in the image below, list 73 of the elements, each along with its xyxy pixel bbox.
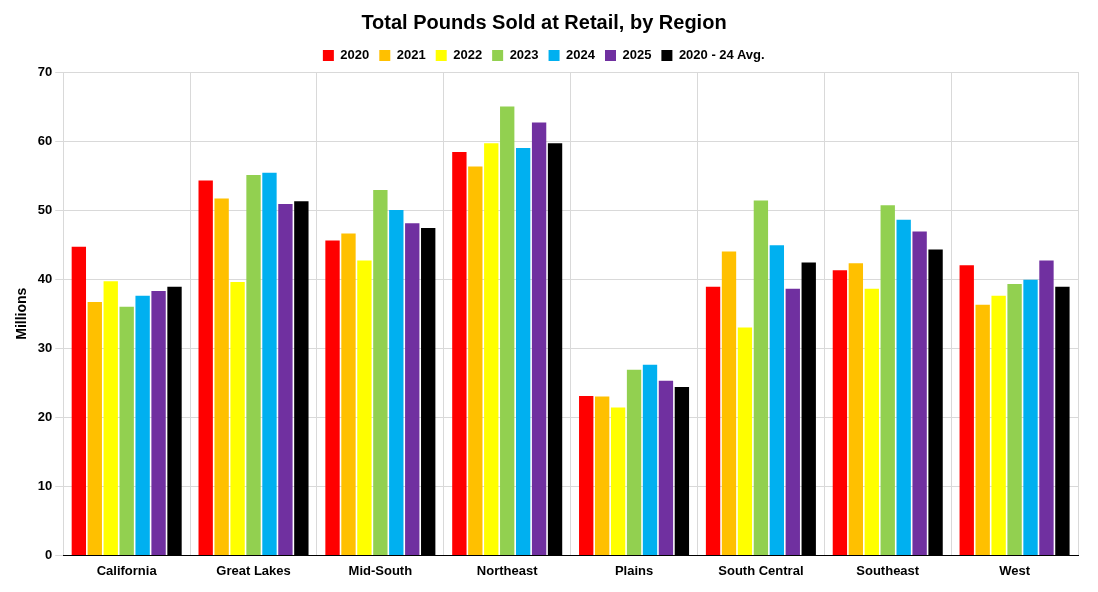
bar <box>151 290 166 555</box>
y-tick-label: 50 <box>37 201 53 217</box>
x-tick-label: California <box>96 562 158 578</box>
bar <box>405 223 420 555</box>
legend-label: 2024 <box>566 47 596 63</box>
bar <box>737 327 753 555</box>
bar <box>468 166 483 555</box>
bar <box>357 260 372 555</box>
y-tick-label: 40 <box>37 270 53 286</box>
bar <box>198 180 213 555</box>
bar <box>325 240 340 555</box>
bar <box>389 210 404 555</box>
bar <box>246 174 261 555</box>
legend-label: 2022 <box>453 47 483 63</box>
bar <box>912 231 927 555</box>
y-tick-label: 30 <box>37 339 53 355</box>
bar <box>658 380 674 555</box>
bar <box>452 152 467 555</box>
bar <box>515 147 531 555</box>
bar <box>626 369 642 555</box>
bar <box>705 286 721 555</box>
legend-label: 2025 <box>622 47 652 63</box>
x-tick-label: Great Lakes <box>216 562 291 578</box>
y-tick-label: 70 <box>37 63 53 79</box>
x-tick-label: Northeast <box>476 562 539 578</box>
bar <box>721 251 737 555</box>
bar <box>642 364 658 555</box>
bar <box>848 263 864 555</box>
bar <box>1023 279 1038 555</box>
x-tick-label: South Central <box>718 562 804 578</box>
x-tick-label: West <box>999 562 1031 578</box>
bar <box>341 233 356 555</box>
bar <box>71 246 87 555</box>
y-tick-label: 0 <box>45 546 53 562</box>
bar <box>278 203 293 555</box>
x-tick-label: Plains <box>614 562 654 578</box>
bar <box>896 219 911 555</box>
bar <box>1007 284 1022 555</box>
bar <box>230 281 245 555</box>
bar <box>991 295 1006 555</box>
bar <box>753 200 769 555</box>
legend-label: 2023 <box>509 47 539 63</box>
legend-label: 2020 <box>340 47 370 63</box>
bar <box>262 172 277 555</box>
bar <box>832 270 848 555</box>
bar <box>610 407 626 555</box>
bar <box>864 288 879 555</box>
legend-label: 2021 <box>396 47 426 63</box>
x-tick-label: Mid-South <box>348 562 413 578</box>
bar <box>484 143 499 555</box>
bar <box>87 301 102 555</box>
bar <box>785 288 800 555</box>
bar <box>373 190 388 555</box>
bar <box>214 198 229 555</box>
legend-label: 2020 - 24 Avg. <box>678 47 765 63</box>
bar <box>594 396 610 555</box>
bar <box>579 395 594 555</box>
bar <box>531 122 547 555</box>
bar <box>135 295 150 555</box>
y-axis-title: Millions <box>13 287 30 340</box>
y-tick-label: 20 <box>37 408 53 424</box>
y-tick-label: 60 <box>37 132 53 148</box>
bar <box>769 245 785 555</box>
bar <box>975 304 990 555</box>
chart-title: Total Pounds Sold at Retail, by Region <box>361 10 727 33</box>
bar <box>959 265 974 555</box>
bar <box>119 306 134 555</box>
bar <box>1039 260 1054 555</box>
bar <box>500 106 515 555</box>
y-tick-label: 10 <box>37 477 53 493</box>
bar <box>103 281 118 555</box>
bar <box>880 205 895 555</box>
x-tick-label: Southeast <box>856 562 920 578</box>
